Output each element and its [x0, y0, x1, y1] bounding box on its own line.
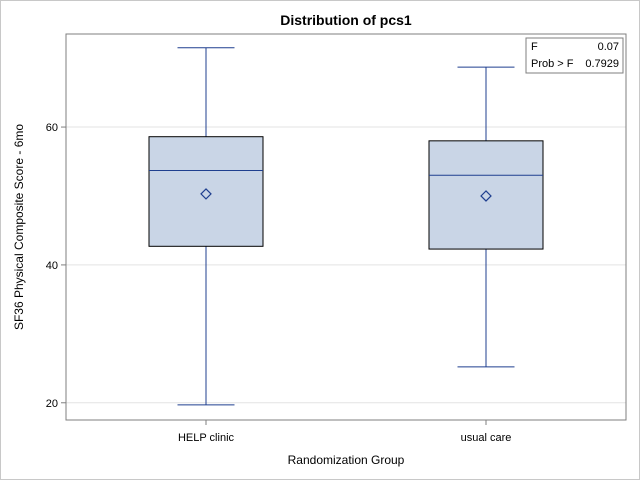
inset-f-label: F: [531, 41, 538, 53]
iqr-box: [428, 140, 544, 250]
mean-marker: [480, 190, 492, 202]
y-axis-label: SF36 Physical Composite Score - 6mo: [12, 124, 26, 330]
x-axis: HELP clinic usual care: [178, 420, 511, 444]
gridlines: [66, 126, 626, 404]
mean-marker: [200, 188, 212, 200]
plot-area: [65, 33, 627, 421]
inset-prob-label: Prob > F: [531, 58, 574, 70]
x-tick-label-0: HELP clinic: [178, 432, 235, 444]
boxes: [148, 47, 544, 406]
box-group-0: [148, 47, 264, 406]
x-axis-label: Randomization Group: [288, 453, 405, 467]
y-tick-label-40: 40: [46, 260, 58, 272]
inset-f-value: 0.07: [598, 41, 619, 53]
stats-inset: F 0.07 Prob > F 0.7929: [525, 37, 624, 74]
y-tick-label-20: 20: [46, 398, 58, 410]
y-tick-label-60: 60: [46, 122, 58, 134]
inset-prob-value: 0.7929: [585, 58, 619, 70]
iqr-box: [148, 136, 264, 247]
stats-inset-box: [525, 37, 624, 74]
chart-title: Distribution of pcs1: [280, 12, 412, 28]
x-tick-label-1: usual care: [461, 432, 512, 444]
box-group-1: [428, 66, 544, 368]
y-axis: 20 40 60: [46, 122, 66, 410]
